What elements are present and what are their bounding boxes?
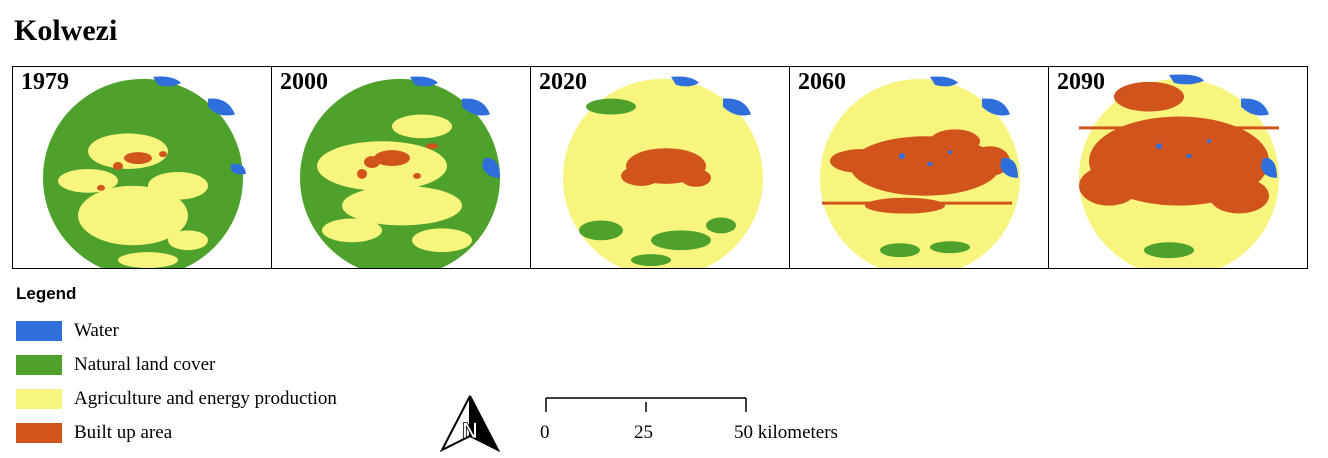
legend-item-water: Water <box>16 320 119 342</box>
legend-item-built: Built up area <box>16 422 172 444</box>
map-panel-2020: 2020 <box>531 67 790 268</box>
north-arrow-letter: N <box>462 418 478 443</box>
panel-year-label: 2000 <box>280 69 328 95</box>
legend-title: Legend <box>16 284 77 303</box>
scale-tick-label: 25 <box>634 422 653 443</box>
land-cover-map <box>820 76 1020 268</box>
panel-year-label: 1979 <box>21 69 69 95</box>
panel-year-label: 2060 <box>798 69 846 95</box>
legend-item-natural: Natural land cover <box>16 354 215 376</box>
legend-swatch <box>16 321 62 341</box>
map-panels: 1979 2000 <box>12 66 1308 269</box>
map-panel-2090: 2090 <box>1049 67 1307 268</box>
legend-label: Agriculture and energy production <box>74 388 337 409</box>
panel-year-label: 2020 <box>539 69 587 95</box>
legend-swatch <box>16 389 62 409</box>
scale-tick-label: 0 <box>540 422 550 443</box>
legend-item-agriculture: Agriculture and energy production <box>16 388 337 410</box>
scale-tick-label: 50 kilometers <box>734 422 838 443</box>
legend-label: Natural land cover <box>74 354 216 375</box>
land-cover-map <box>1079 74 1279 268</box>
legend-swatch <box>16 355 62 375</box>
legend-label: Water <box>74 320 119 341</box>
legend-swatch <box>16 423 62 443</box>
map-panel-2060: 2060 <box>790 67 1049 268</box>
land-cover-map <box>300 76 500 268</box>
north-arrow-icon: N <box>438 394 502 457</box>
panel-year-label: 2090 <box>1057 69 1105 95</box>
land-cover-map <box>563 76 763 268</box>
map-panel-2000: 2000 <box>272 67 531 268</box>
land-cover-map <box>43 76 246 268</box>
legend-label: Built up area <box>74 422 173 443</box>
map-panel-1979: 1979 <box>13 67 272 268</box>
map-title: Kolwezi <box>14 14 118 47</box>
scale-bar: 0 25 50 kilometers <box>536 392 876 452</box>
